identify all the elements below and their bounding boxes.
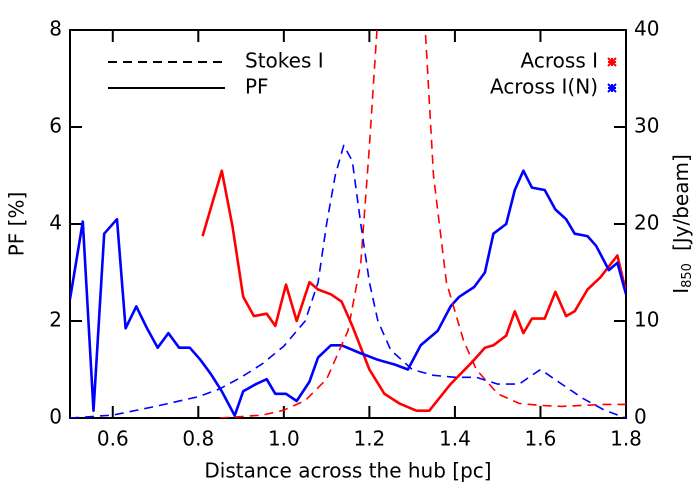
x-axis-label: Distance across the hub [pc]: [204, 459, 491, 483]
legend-marker: [607, 83, 617, 93]
x-tick-label: 0.6: [97, 427, 129, 451]
plot-area: [70, 30, 626, 418]
y2-label-unit: [Jy/beam]: [669, 154, 693, 251]
legend-label: Stokes I: [245, 49, 324, 73]
x-tick-label: 1.0: [268, 427, 300, 451]
y2-axis-label: I850 [Jy/beam]: [669, 154, 695, 294]
pf-line: [201, 169, 626, 412]
x-tick-label: 1.4: [439, 427, 471, 451]
stokes-line: [70, 144, 626, 418]
legend-label: Across I: [521, 49, 598, 73]
x-tick-label: 0.8: [182, 427, 214, 451]
y-tick-label: 8: [49, 17, 62, 41]
y-axis-label: PF [%]: [5, 192, 29, 257]
y-tick-label: 4: [49, 211, 62, 235]
y-tick-label: 2: [49, 308, 62, 332]
y2-label-subscript: 850: [680, 263, 695, 288]
pf-line: [70, 169, 626, 417]
stokes-line: [219, 30, 626, 418]
y2-tick-label: 30: [634, 114, 659, 138]
x-tick-label: 1.2: [353, 427, 385, 451]
y2-tick-label: 0: [634, 405, 647, 429]
y2-tick-label: 20: [634, 211, 659, 235]
legend-label: Across I(N): [490, 75, 598, 99]
legend-marker: [607, 57, 617, 67]
y-tick-label: 6: [49, 114, 62, 138]
y2-tick-label: 40: [634, 17, 659, 41]
y2-tick-label: 10: [634, 308, 659, 332]
legend-label: PF: [245, 75, 269, 99]
x-tick-label: 1.6: [525, 427, 557, 451]
y2-label-symbol: I: [669, 288, 693, 294]
x-tick-label: 1.8: [610, 427, 642, 451]
y-tick-label: 0: [49, 405, 62, 429]
